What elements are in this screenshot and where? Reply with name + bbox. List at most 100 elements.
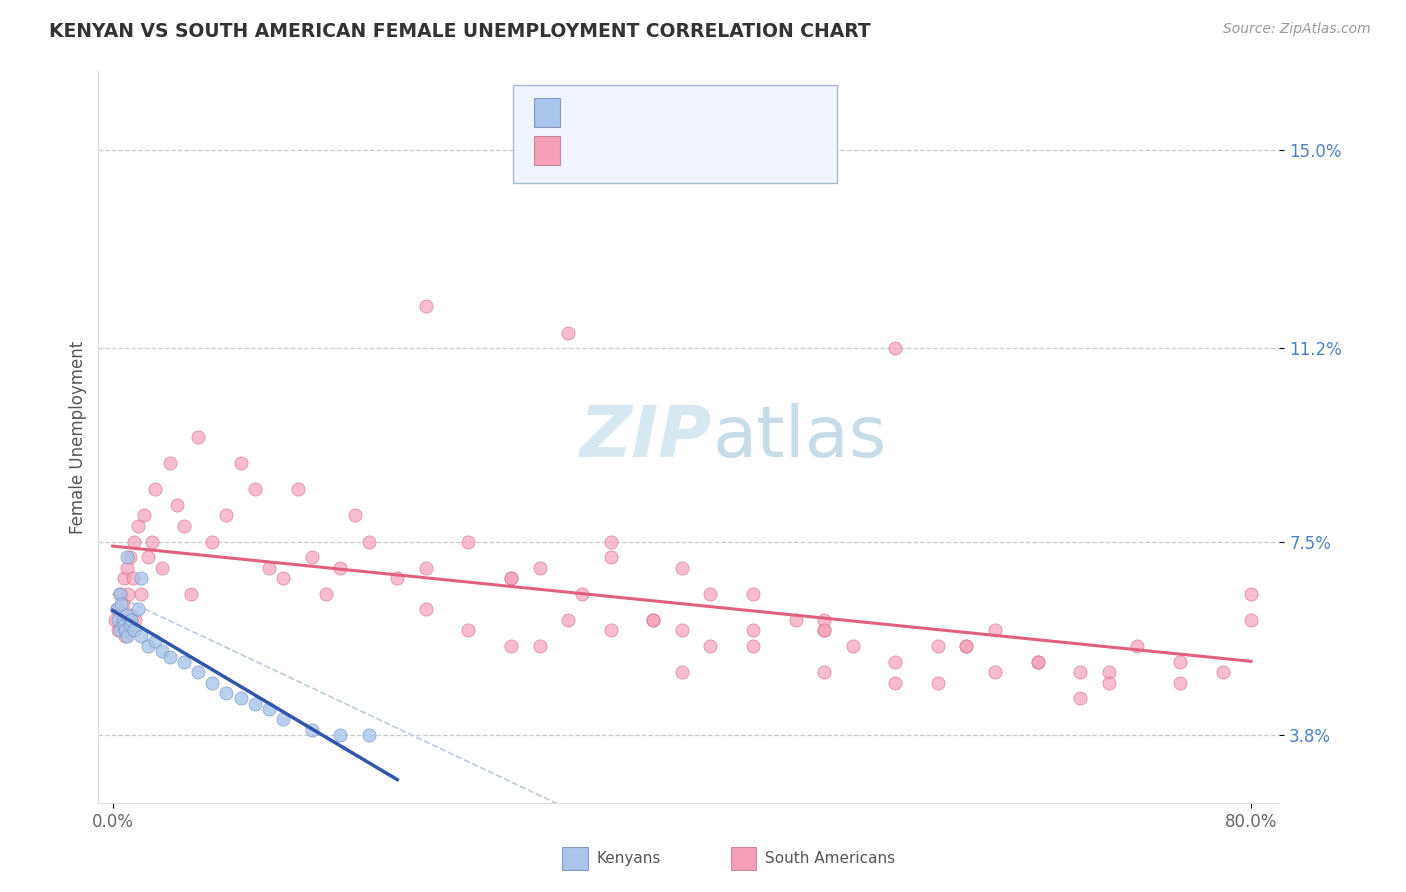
Point <box>599 534 621 549</box>
Point <box>111 597 134 611</box>
Point <box>129 629 152 643</box>
Point <box>927 639 949 653</box>
Point <box>124 613 146 627</box>
Point <box>671 665 693 680</box>
Point <box>129 587 152 601</box>
Point <box>742 639 765 653</box>
Point <box>112 571 135 585</box>
Text: N =: N = <box>686 103 720 118</box>
Point <box>813 665 835 680</box>
Point <box>742 587 765 601</box>
Point <box>111 613 134 627</box>
Point <box>1240 587 1263 601</box>
Point <box>1212 665 1234 680</box>
Point <box>243 697 266 711</box>
Point <box>529 639 551 653</box>
Point <box>173 519 195 533</box>
Point <box>742 624 765 638</box>
Point <box>107 624 129 638</box>
Point <box>884 655 907 669</box>
Point <box>499 639 522 653</box>
Text: N =: N = <box>686 142 720 156</box>
Point <box>1026 655 1049 669</box>
Point <box>229 691 252 706</box>
Text: KENYAN VS SOUTH AMERICAN FEMALE UNEMPLOYMENT CORRELATION CHART: KENYAN VS SOUTH AMERICAN FEMALE UNEMPLOY… <box>49 22 870 41</box>
Point <box>699 639 721 653</box>
Point <box>599 624 621 638</box>
Point <box>121 571 143 585</box>
Point <box>115 560 138 574</box>
Point <box>329 728 352 742</box>
Point <box>114 629 136 643</box>
Point <box>110 597 132 611</box>
Point <box>457 624 479 638</box>
Y-axis label: Female Unemployment: Female Unemployment <box>69 341 87 533</box>
Point <box>129 571 152 585</box>
Point <box>120 607 142 622</box>
Point <box>127 602 149 616</box>
Point <box>315 587 337 601</box>
Point <box>415 300 437 314</box>
Text: 109: 109 <box>731 142 763 156</box>
Point <box>118 550 141 565</box>
Point <box>143 483 166 497</box>
Point <box>813 613 835 627</box>
Point <box>357 728 380 742</box>
Point <box>557 613 579 627</box>
Point <box>1240 613 1263 627</box>
Point <box>159 649 181 664</box>
Point <box>1098 675 1121 690</box>
Text: South Americans: South Americans <box>765 852 896 866</box>
Point <box>557 326 579 340</box>
Point <box>173 655 195 669</box>
Point <box>159 456 181 470</box>
Text: -0.297: -0.297 <box>616 103 671 118</box>
Point <box>136 550 159 565</box>
Point <box>201 534 224 549</box>
Point <box>415 602 437 616</box>
Point <box>229 456 252 470</box>
Point <box>1069 665 1091 680</box>
Point <box>841 639 863 653</box>
Point <box>127 519 149 533</box>
Point <box>329 560 352 574</box>
Point <box>287 483 309 497</box>
Text: Source: ZipAtlas.com: Source: ZipAtlas.com <box>1223 22 1371 37</box>
Point <box>643 613 665 627</box>
Point <box>110 618 132 632</box>
Point <box>955 639 977 653</box>
Point <box>108 587 131 601</box>
Point <box>785 613 807 627</box>
Point <box>108 624 131 638</box>
Point <box>1126 639 1149 653</box>
Point <box>813 624 835 638</box>
Point <box>273 712 295 726</box>
Text: 32: 32 <box>731 103 752 118</box>
Point <box>115 607 138 622</box>
Text: atlas: atlas <box>713 402 887 472</box>
Point <box>884 341 907 355</box>
Point <box>301 723 323 737</box>
Point <box>257 702 280 716</box>
Point <box>884 675 907 690</box>
Point <box>415 560 437 574</box>
Text: -0.063: -0.063 <box>616 142 671 156</box>
Point <box>107 613 129 627</box>
Point <box>243 483 266 497</box>
Point <box>105 602 128 616</box>
Point <box>984 624 1007 638</box>
Point <box>571 587 593 601</box>
Point <box>122 534 145 549</box>
Point <box>343 508 366 523</box>
Text: ZIP: ZIP <box>581 402 713 472</box>
Point <box>117 587 139 601</box>
Point <box>1026 655 1049 669</box>
Point <box>529 560 551 574</box>
Point <box>201 675 224 690</box>
Point <box>187 665 209 680</box>
Point <box>115 550 138 565</box>
Point <box>387 571 409 585</box>
Point <box>141 534 163 549</box>
Point <box>114 624 136 638</box>
Point <box>136 639 159 653</box>
